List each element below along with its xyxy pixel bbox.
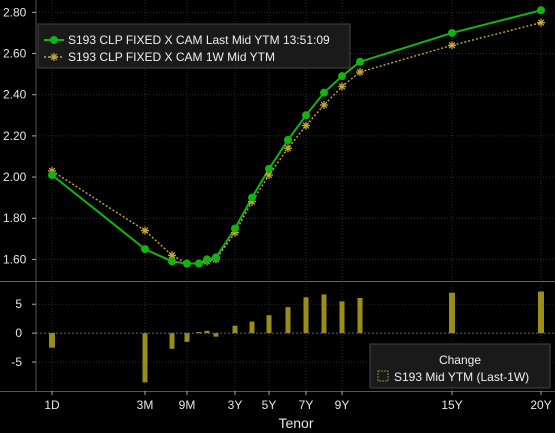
change-bar bbox=[321, 294, 327, 334]
x-tick-label: 1D bbox=[44, 398, 60, 412]
change-bar bbox=[142, 333, 148, 383]
x-tick-label: 5Y bbox=[262, 398, 277, 412]
change-bar bbox=[232, 325, 238, 334]
change-bar bbox=[339, 301, 345, 334]
y-tick-label: 0 bbox=[15, 326, 22, 340]
change-bars bbox=[49, 291, 544, 383]
y-tick-label: 2.00 bbox=[3, 170, 27, 184]
y-tick-label: -5 bbox=[11, 355, 22, 369]
change-bar bbox=[538, 291, 544, 334]
x-tick-label: 15Y bbox=[441, 398, 462, 412]
x-tick-label: 9M bbox=[179, 398, 196, 412]
bottom-y-ticks: 5 0 -5 bbox=[11, 297, 36, 369]
marker-last bbox=[231, 224, 239, 233]
change-bar bbox=[196, 332, 202, 334]
legend-label-1w: S193 CLP FIXED X CAM 1W Mid YTM bbox=[68, 50, 275, 64]
x-tick-label: 7Y bbox=[299, 398, 314, 412]
marker-1w bbox=[320, 101, 328, 109]
marker-1w bbox=[302, 121, 310, 130]
marker-last bbox=[203, 255, 211, 264]
change-bar bbox=[249, 321, 255, 334]
yield-markers bbox=[48, 6, 545, 268]
y-tick-label: 5 bbox=[15, 297, 22, 311]
marker-last bbox=[48, 171, 56, 179]
marker-last bbox=[284, 136, 292, 144]
marker-last bbox=[356, 57, 364, 66]
marker-1w bbox=[338, 82, 346, 91]
marker-last bbox=[537, 6, 545, 15]
legend-label-change: S193 Mid YTM (Last-1W) bbox=[394, 370, 529, 384]
marker-last bbox=[168, 257, 176, 266]
change-bar bbox=[266, 315, 272, 334]
bottom-legend: Change S193 Mid YTM (Last-1W) bbox=[369, 343, 551, 389]
x-tick-labels: 1D 3M 9M 3Y 5Y 7Y 9Y 15Y 20Y bbox=[44, 391, 552, 412]
change-bar bbox=[449, 292, 455, 334]
legend-swatch-bar bbox=[377, 370, 389, 382]
legend-label-last: S193 CLP FIXED X CAM Last Mid YTM 13:51:… bbox=[68, 33, 330, 47]
change-bar bbox=[213, 333, 219, 337]
y-tick-label: 2.60 bbox=[3, 47, 27, 61]
legend-swatch-marker bbox=[50, 36, 58, 44]
top-y-ticks: 1.60 1.80 2.00 2.20 2.40 2.60 2.80 bbox=[3, 5, 36, 266]
x-tick-label: 9Y bbox=[335, 398, 350, 412]
marker-1w bbox=[448, 41, 456, 50]
marker-last bbox=[338, 72, 346, 81]
marker-last bbox=[183, 259, 191, 268]
legend-title: Change bbox=[439, 353, 481, 367]
change-bar bbox=[49, 333, 55, 348]
change-bar bbox=[204, 330, 210, 334]
x-axis-title: Tenor bbox=[278, 415, 313, 431]
x-tick-label: 3M bbox=[137, 398, 154, 412]
marker-last bbox=[448, 28, 456, 37]
x-tick-label: 20Y bbox=[530, 398, 551, 412]
x-tick-label: 3Y bbox=[228, 398, 243, 412]
marker-last bbox=[302, 111, 310, 120]
marker-1w bbox=[284, 144, 292, 153]
legend-swatch-marker bbox=[50, 53, 58, 61]
y-tick-label: 2.20 bbox=[3, 129, 27, 143]
y-tick-label: 2.80 bbox=[3, 5, 27, 19]
marker-last bbox=[320, 88, 328, 97]
marker-1w bbox=[356, 68, 364, 77]
marker-last bbox=[195, 259, 203, 268]
marker-last bbox=[212, 253, 220, 262]
top-legend: S193 CLP FIXED X CAM Last Mid YTM 13:51:… bbox=[37, 23, 351, 69]
change-bar bbox=[169, 333, 175, 349]
change-bar bbox=[303, 297, 309, 334]
marker-last bbox=[141, 245, 149, 254]
change-bar bbox=[357, 297, 363, 334]
change-bar bbox=[184, 333, 190, 342]
marker-last bbox=[265, 164, 273, 173]
y-tick-label: 1.80 bbox=[3, 211, 27, 225]
marker-last bbox=[248, 193, 256, 202]
change-bar bbox=[285, 307, 291, 334]
legend-box bbox=[37, 23, 351, 69]
marker-1w bbox=[537, 18, 545, 27]
y-tick-label: 2.40 bbox=[3, 88, 27, 102]
legend-box bbox=[369, 343, 551, 389]
marker-1w bbox=[141, 226, 149, 235]
y-tick-label: 1.60 bbox=[3, 252, 27, 266]
